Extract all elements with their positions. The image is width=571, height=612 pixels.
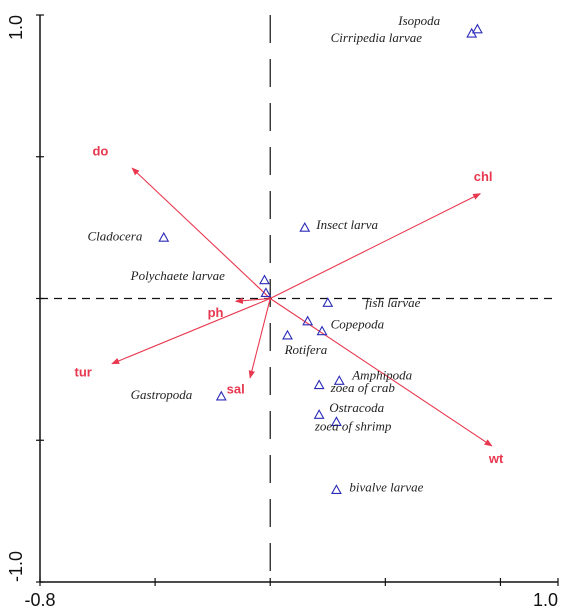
y-tick-label: -1.0 bbox=[6, 551, 26, 582]
species-point bbox=[316, 325, 328, 336]
species-label: Cladocera bbox=[87, 228, 142, 243]
species-point bbox=[215, 390, 227, 401]
species-point bbox=[313, 379, 325, 390]
species-label: Cirripedia larvae bbox=[331, 30, 423, 45]
species-label: Rotifera bbox=[284, 342, 328, 357]
arrow-wt bbox=[269, 298, 493, 447]
species-point bbox=[322, 297, 334, 307]
species-point bbox=[302, 315, 314, 326]
species-label: zoea of crab bbox=[330, 380, 396, 395]
species-label: Ostracoda bbox=[329, 400, 384, 415]
species-point bbox=[260, 287, 272, 297]
arrow-label-chl: chl bbox=[474, 169, 493, 184]
species-label: zoea of shrimp bbox=[314, 418, 392, 433]
arrow-chl bbox=[269, 193, 482, 299]
species-point bbox=[333, 375, 345, 385]
species-label: Polychaete larvae bbox=[130, 268, 225, 283]
arrow-sal bbox=[248, 298, 271, 379]
species-label: Gastropoda bbox=[131, 387, 193, 402]
species-point bbox=[330, 484, 342, 495]
arrow-label-tur: tur bbox=[74, 364, 91, 379]
y-tick-label: 1.0 bbox=[6, 15, 26, 40]
species-point bbox=[471, 23, 483, 34]
arrow-do bbox=[131, 167, 271, 299]
arrow-label-ph: ph bbox=[208, 305, 224, 320]
species-point bbox=[330, 416, 342, 426]
arrow-label-do: do bbox=[92, 143, 108, 158]
arrow-ph bbox=[234, 297, 271, 304]
species-point bbox=[466, 27, 478, 38]
species-label: bivalve larvae bbox=[349, 479, 423, 494]
species-point bbox=[158, 231, 170, 242]
species-point bbox=[259, 274, 270, 285]
x-tick-label: 1.0 bbox=[533, 590, 558, 610]
arrow-label-sal: sal bbox=[227, 381, 245, 396]
species-label: Insect larva bbox=[315, 217, 378, 232]
species-label: Isopoda bbox=[397, 13, 440, 28]
species-label: Copepoda bbox=[331, 316, 385, 331]
arrow-tur bbox=[111, 297, 271, 365]
species-label: Amphipoda bbox=[351, 367, 412, 382]
species-point bbox=[299, 221, 311, 232]
species-point bbox=[313, 409, 325, 419]
arrow-label-wt: wt bbox=[488, 451, 504, 466]
species-point bbox=[282, 329, 293, 340]
species-label: fish larvae bbox=[365, 295, 420, 310]
x-tick-label: -0.8 bbox=[24, 590, 55, 610]
